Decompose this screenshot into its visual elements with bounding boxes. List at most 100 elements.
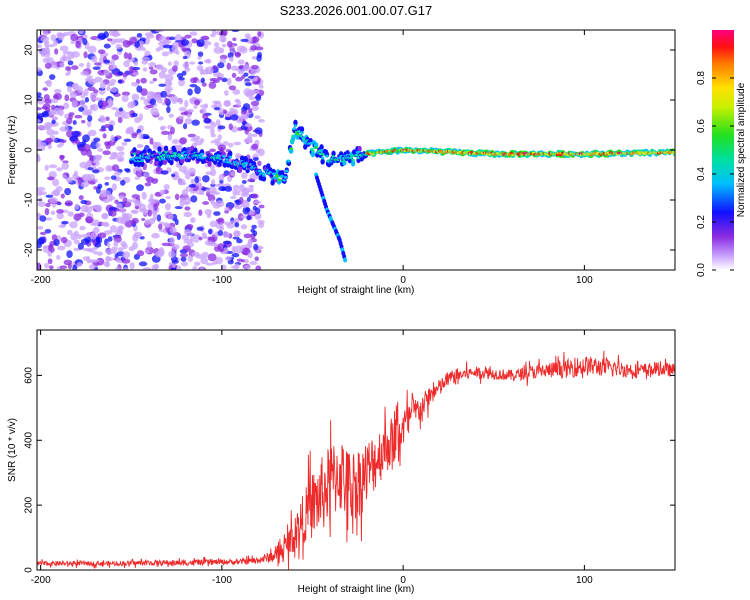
spectrogram-noise-cell [178,98,183,105]
spectrogram-ridge-cell [157,151,162,155]
spectrogram-noise-cell [62,160,69,164]
spectrogram-noise-cell [44,208,50,216]
spectrogram-noise-cell [60,193,65,199]
spectrogram-noise-cell [254,256,260,262]
spectrogram-noise-cell [113,171,122,176]
spectrogram-y-tick-label: 10 [24,94,35,106]
spectrogram-noise-cell [244,82,252,87]
spectrogram-noise-cell [109,78,117,84]
spectrogram-noise-cell [187,108,195,113]
spectrogram-noise-cell [103,43,111,49]
spectrogram-noise-cell [66,129,74,138]
spectrogram-noise-cell [206,58,212,64]
spectrogram-noise-cell [103,69,110,76]
spectrogram-noise-cell [47,123,56,127]
spectrogram-noise-cell [90,105,95,111]
spectrogram-ridge-cell [170,154,175,158]
spectrogram-noise-cell [229,195,237,200]
spectrogram-noise-cell [77,242,84,250]
spectrogram-noise-cell [242,103,251,111]
spectrogram-noise-cell [83,143,91,152]
spectrogram-noise-cell [86,62,91,70]
spectrogram-noise-cell [63,31,69,36]
spectrogram-noise-cell [124,219,134,228]
spectrogram-ridge-cell [351,158,355,162]
spectrogram-noise-cell [210,133,217,138]
spectrogram-noise-cell [38,47,47,55]
spectrogram-ridge-cell [293,124,298,128]
spectrogram-noise-cell [212,65,218,71]
spectrogram-noise-cell [232,37,237,42]
spectrogram-noise-cell [188,61,196,65]
spectrogram-ridge-cell [320,156,325,160]
spectrogram-noise-cell [65,176,74,183]
spectrogram-noise-cell [45,79,53,88]
spectrogram-noise-cell [209,168,217,177]
spectrogram-noise-cell [44,164,49,171]
spectrogram-noise-cell [79,99,86,108]
spectrogram-ridge-cell [226,160,230,164]
spectrogram-noise-cell [93,178,99,183]
spectrogram-noise-cell [93,186,98,190]
spectrogram-noise-cell [50,34,57,42]
spectrogram-noise-cell [172,65,178,72]
spectrogram-noise-cell [96,251,103,256]
spectrogram-noise-cell [37,107,42,111]
spectrogram-noise-cell [46,57,54,64]
spectrogram-noise-cell [52,94,59,100]
spectrogram-ridge-halo [357,145,362,152]
spectrogram-noise-cell [47,258,53,265]
spectrogram-noise-cell [173,60,179,67]
spectrogram-noise-cell [151,217,157,222]
spectrogram-noise-cell [38,236,46,245]
spectrogram-noise-cell [162,44,172,49]
spectrogram-noise-cell [247,132,253,139]
spectrogram-noise-cell [201,232,207,239]
spectrogram-noise-cell [121,91,131,96]
spectrogram-noise-cell [116,145,125,152]
spectrogram-noise-cell [186,113,192,118]
spectrogram-ridge-cell [228,155,233,159]
spectrogram-ridge-halo [132,147,137,154]
spectrogram-noise-cell [80,199,88,205]
spectrogram-noise-cell [71,83,78,89]
spectrogram-noise-cell [151,209,156,216]
spectrogram-noise-cell [110,58,115,66]
spectrogram-noise-cell [57,245,66,251]
spectrogram-noise-cell [248,186,254,193]
spectrogram-noise-cell [134,176,141,180]
spectrogram-noise-cell [94,242,102,248]
spectrogram-noise-cell [79,161,89,169]
spectrogram-noise-cell [213,107,221,111]
spectrogram-noise-cell [121,114,130,119]
spectrogram-noise-cell [217,125,226,130]
spectrogram-noise-cell [219,35,227,43]
spectrogram-noise-cell [75,139,80,145]
spectrogram-noise-cell [181,234,190,240]
spectrogram-noise-cell [158,71,166,79]
spectrogram-noise-cell [117,79,123,84]
spectrogram-noise-cell [114,199,119,204]
spectrogram-branch-cell [343,257,348,263]
spectrogram-noise-cell [221,77,228,83]
spectrogram-noise-cell [163,184,170,191]
spectrogram-noise-cell [122,40,131,48]
spectrogram-noise-cell [86,119,92,128]
spectrogram-noise-cell [222,231,231,238]
spectrogram-noise-cell [100,100,109,107]
spectrogram-ridge-halo [310,151,316,158]
spectrogram-noise-cell [176,144,183,151]
spectrogram-ridge-halo [180,157,185,164]
spectrogram-ridge-halo [133,160,138,167]
spectrogram-noise-cell [125,111,130,115]
spectrogram-noise-cell [134,41,140,48]
spectrogram-noise-cell [96,257,105,266]
spectrogram-noise-cell [157,116,164,121]
spectrogram-ridge-cell [221,154,226,158]
spectrogram-noise-cell [197,56,202,60]
colorbar-label: Normalized spectral amplitude [736,82,747,217]
spectrogram-noise-cell [66,250,73,259]
spectrogram-noise-cell [254,127,263,135]
spectrogram-noise-cell [159,189,166,196]
spectrogram-noise-cell [62,174,68,179]
